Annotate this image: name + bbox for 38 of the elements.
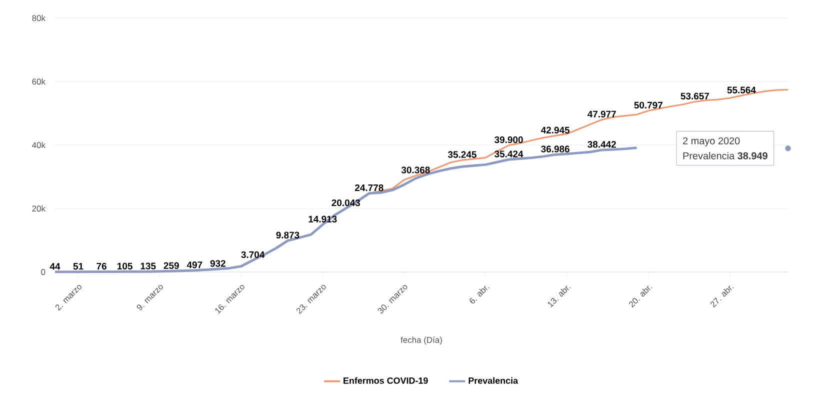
x-tick-label: 20. abr.: [629, 286, 652, 308]
data-label: 20.043: [332, 199, 360, 206]
data-label: 24.778: [355, 184, 384, 192]
data-label: 38.442: [588, 141, 616, 148]
data-label: 14.913: [308, 216, 337, 222]
data-label: 44: [50, 263, 60, 270]
data-label: 3.704: [241, 251, 265, 258]
data-label: 76: [96, 262, 106, 270]
x-tick-label: 27. abr.: [710, 286, 734, 308]
x-tick-label: 6. abr.: [470, 286, 490, 304]
legend-label: Prevalencia: [468, 377, 518, 384]
data-label: 30.368: [401, 166, 430, 174]
data-label: 932: [210, 260, 226, 267]
data-label: 42.945: [540, 126, 570, 134]
data-label: 135: [140, 262, 156, 270]
data-label: 497: [186, 262, 202, 268]
data-label: 47.977: [588, 110, 616, 118]
y-tick-label: 0: [41, 269, 46, 275]
annotation: Prevalencia 38.949: [683, 152, 768, 160]
data-label: 50.797: [634, 102, 662, 109]
data-label: 39.900: [494, 136, 523, 144]
y-tick-label: 80k: [32, 14, 46, 22]
data-label: 9.873: [276, 232, 300, 238]
data-label: 36.986: [541, 146, 570, 152]
data-label: 51: [73, 263, 84, 270]
y-tick-label: 60k: [32, 78, 46, 85]
legend-label: Enfermos COVID-19: [344, 377, 428, 384]
y-tick-label: 20k: [32, 205, 46, 212]
data-label: 35.245: [448, 151, 476, 158]
data-label: 53.657: [680, 92, 709, 100]
x-axis-title: fecha (Día): [400, 336, 442, 345]
data-label: 259: [164, 262, 179, 269]
data-label: 105: [118, 262, 132, 270]
x-tick-label: 13. abr.: [548, 286, 571, 308]
y-tick-label: 40k: [32, 142, 46, 148]
data-label: 55.564: [727, 86, 756, 94]
data-label: 35.424: [494, 150, 524, 158]
annotation: 2 mayo 2020: [683, 137, 740, 146]
